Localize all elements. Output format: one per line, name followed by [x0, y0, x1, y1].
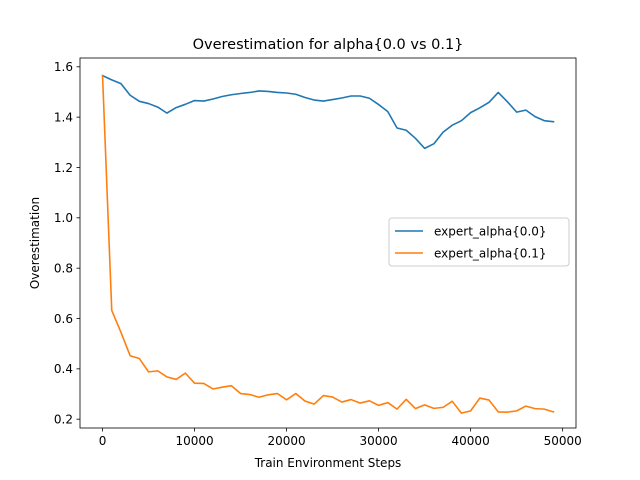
y-tick-label: 1.6 [54, 60, 73, 74]
x-tick-label: 50000 [544, 434, 582, 448]
series-line-0 [101, 74, 555, 150]
legend: expert_alpha{0.0} expert_alpha{0.1} [388, 217, 570, 267]
y-tick-label: 0.8 [54, 261, 73, 275]
x-tick-label: 20000 [267, 434, 305, 448]
legend-label-expert-alpha-0-1: expert_alpha{0.1} [434, 247, 547, 261]
y-tick-label: 0.6 [54, 312, 73, 326]
series-line-1 [101, 74, 555, 414]
y-tick-label: 0.2 [54, 412, 73, 426]
legend-label-expert-alpha-0-0: expert_alpha{0.0} [434, 225, 547, 239]
series-layer [101, 74, 555, 414]
y-tick-label: 0.4 [54, 362, 73, 376]
axis-ticks: 0 10000 20000 30000 40000 50000 0.2 0.4 0.6 0.8 1.… [54, 60, 582, 448]
y-tick-label: 1.4 [54, 110, 73, 124]
y-tick-label: 1.0 [54, 211, 73, 225]
y-tick-label: 1.2 [54, 161, 73, 175]
x-tick-label: 30000 [360, 434, 398, 448]
plot-frame [79, 57, 577, 429]
legend-box [388, 217, 570, 267]
x-tick-label: 40000 [452, 434, 490, 448]
x-tick-label: 10000 [175, 434, 213, 448]
x-axis-label: Train Environment Steps [254, 456, 402, 470]
y-axis-label: Overestimation [28, 197, 42, 289]
chart-title: Overestimation for alpha{0.0 vs 0.1} [193, 37, 464, 53]
x-tick-label: 0 [99, 434, 107, 448]
